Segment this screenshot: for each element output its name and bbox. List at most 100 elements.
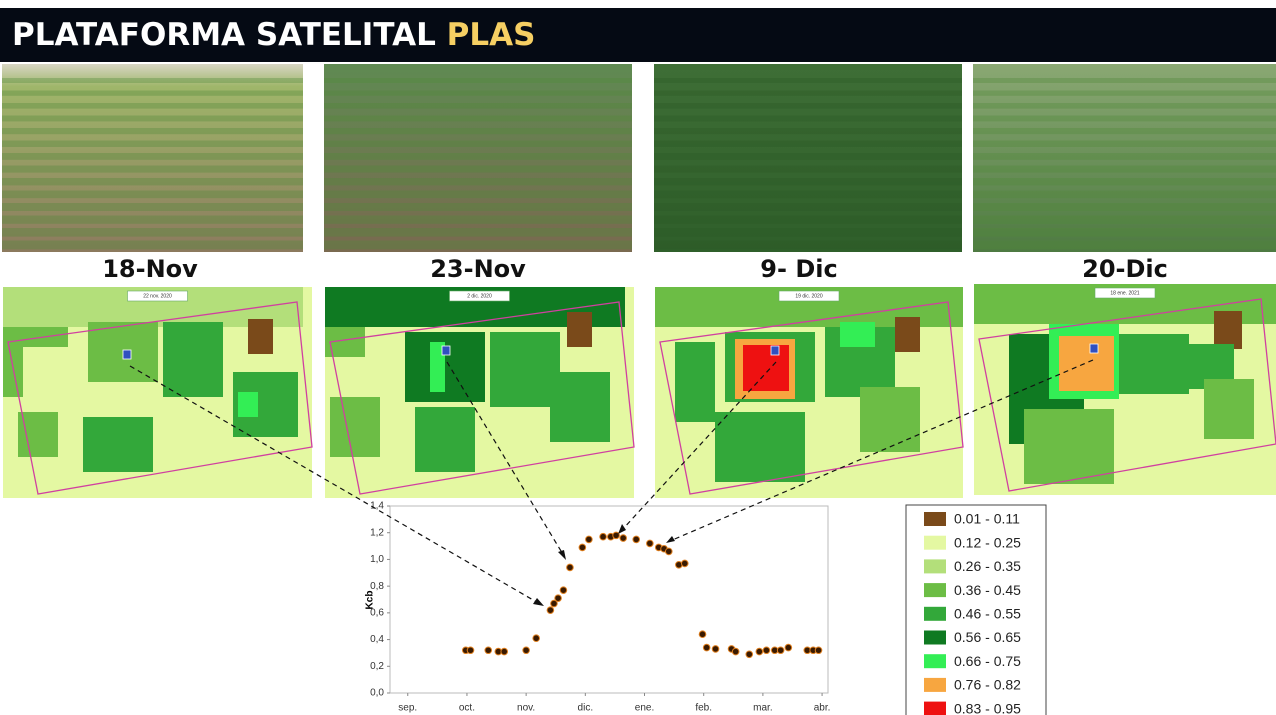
map-cell: [1059, 336, 1114, 391]
point: [698, 630, 707, 639]
map-cell: [1204, 379, 1254, 439]
map-cell: [163, 322, 223, 397]
map-cell: [415, 407, 475, 472]
crop-row: [654, 165, 962, 173]
point: [599, 532, 607, 541]
crop-row: [324, 228, 632, 237]
crop-row: [2, 165, 303, 173]
crop-row: [654, 203, 962, 211]
arrow-head: [618, 524, 626, 534]
map-cell: [330, 397, 380, 457]
point: [755, 647, 764, 656]
point: [731, 647, 740, 656]
map-cell: [715, 412, 805, 482]
legend-swatch: [924, 677, 946, 692]
point: [745, 650, 754, 659]
arrow: [669, 359, 1094, 542]
point: [762, 646, 771, 655]
crop-row: [324, 203, 632, 211]
y-tick-label: 1,2: [370, 527, 384, 538]
x-tick-label: feb.: [695, 703, 712, 714]
y-tick-label: 0,4: [370, 634, 384, 645]
crop-row: [2, 215, 303, 224]
crop-row: [324, 103, 632, 109]
caption: 9- Dic: [760, 255, 837, 283]
crop-row: [324, 90, 632, 96]
crop-row: [973, 228, 1276, 237]
map-cell: [1024, 409, 1114, 484]
x-tick-label: mar.: [753, 703, 772, 714]
map-cell: [743, 345, 789, 391]
legend-swatch: [924, 630, 946, 645]
satellite-map: 2 dic. 2020: [325, 287, 635, 498]
crop-row: [973, 190, 1276, 199]
crop-row: [973, 215, 1276, 224]
crop-row: [324, 128, 632, 135]
point: [632, 535, 641, 544]
legend-swatch: [924, 583, 946, 598]
legend-label: 0.12 - 0.25: [954, 534, 1021, 550]
crop-row: [654, 190, 962, 199]
crop-row: [2, 228, 303, 237]
field-outline: [7, 301, 313, 495]
header-title: PLATAFORMA SATELITAL PLAS: [12, 17, 535, 53]
map-date-box: [449, 290, 510, 302]
y-tick-label: 0,8: [370, 581, 384, 592]
maps: 22 nov. 2020 2 dic. 2020 19 dic. 2020 18 en…: [3, 284, 1276, 498]
legend-label: 0.76 - 0.82: [954, 677, 1021, 693]
caption: 20-Dic: [1082, 255, 1168, 283]
point: [585, 535, 593, 544]
satellite-map: 18 ene. 2021: [974, 284, 1276, 495]
arrow-heads: [533, 524, 675, 606]
point: [711, 645, 720, 653]
point: [500, 647, 509, 656]
crop-row: [2, 153, 303, 160]
crop-row: [973, 203, 1276, 211]
crop-row: [654, 240, 962, 250]
crop-row: [2, 78, 303, 83]
map-cell: [18, 412, 58, 457]
caption: 23-Nov: [430, 255, 526, 283]
photo: [654, 64, 962, 252]
map-cell: [567, 312, 592, 347]
map-cell: [3, 327, 23, 397]
legend-swatch: [924, 512, 946, 526]
y-tick-label: 1,4: [370, 501, 384, 512]
crop-row: [324, 240, 632, 250]
crop-row: [654, 90, 962, 96]
arrow: [621, 361, 777, 531]
point: [466, 646, 475, 655]
map-date: 18 ene. 2021: [1110, 290, 1139, 296]
crop-row: [324, 178, 632, 186]
map-cell: [430, 342, 445, 392]
map-date: 19 dic. 2020: [795, 293, 822, 299]
point: [646, 539, 654, 548]
title-highlight: PLAS: [447, 17, 536, 53]
legend-label: 0.83 - 0.95: [954, 700, 1021, 715]
map-date: 22 nov. 2020: [143, 293, 172, 299]
point: [612, 531, 620, 540]
y-axis-label: Kcb: [365, 591, 376, 610]
field-outline: [978, 298, 1276, 492]
crop-row: [654, 128, 962, 135]
map-cell: [840, 322, 875, 347]
crop-row: [2, 178, 303, 186]
crop-row: [324, 78, 632, 83]
crop-row: [324, 190, 632, 199]
x-tick-label: dic.: [578, 703, 594, 714]
point: [784, 643, 793, 652]
point: [680, 559, 689, 568]
crop-row: [324, 140, 632, 147]
point: [776, 646, 785, 655]
y-tick-label: 0,0: [370, 688, 384, 699]
arrows: [129, 359, 1094, 605]
map-cell: [1119, 334, 1189, 394]
crop-row: [654, 215, 962, 224]
point: [578, 543, 587, 552]
point: [619, 534, 628, 542]
point: [559, 586, 568, 594]
map-cell: [248, 319, 273, 354]
map-date-box: [778, 290, 840, 302]
point: [814, 646, 823, 655]
